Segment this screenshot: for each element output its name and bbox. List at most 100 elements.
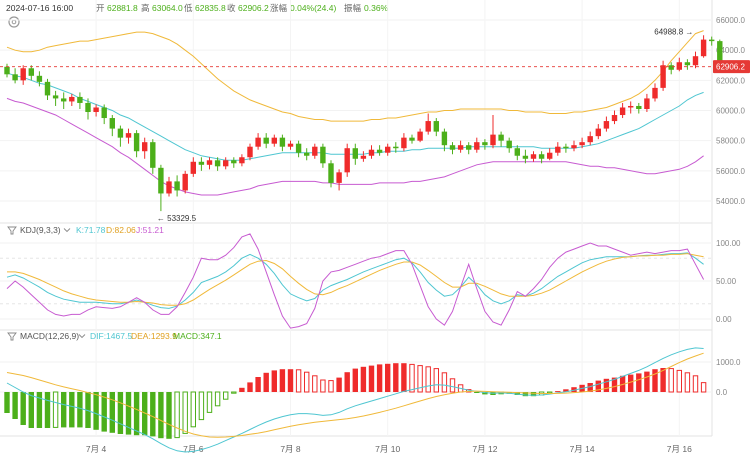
macd-histogram-bar	[166, 392, 172, 439]
kdj-k-value: K:71.78	[76, 225, 106, 235]
x-axis: 7月 4 7月 6 7月 8 7月 10 7月 12 7月 14 7月 16	[86, 444, 692, 454]
candle-body	[312, 146, 318, 156]
kdj-j-line	[6, 233, 705, 329]
candle-body	[611, 115, 618, 122]
macd-tick-label: 0.0	[716, 388, 728, 397]
candle-body	[457, 145, 464, 150]
candle-body	[409, 137, 415, 141]
low-value: 62835.8	[195, 3, 226, 13]
macd-histogram-bar	[344, 372, 350, 392]
kdj-d-value: D:82.06	[106, 225, 136, 235]
kdj-tick-label: 100.00	[716, 239, 741, 248]
macd-histogram-bar	[287, 369, 294, 392]
macd-histogram-bar	[409, 363, 415, 393]
kdj-settings-icon[interactable]	[7, 226, 17, 235]
x-tick-label: 7月 8	[280, 444, 301, 454]
macd-histogram-bar	[587, 383, 593, 392]
candle-body	[44, 81, 51, 96]
macd-dif-line	[6, 347, 704, 453]
candle-body	[506, 140, 512, 149]
candle-body	[150, 142, 156, 168]
candle-body	[684, 62, 691, 66]
kdj-tick-label: 50.00	[716, 277, 737, 286]
macd-histogram-bar	[44, 392, 51, 428]
macd-histogram-bar	[214, 391, 221, 407]
candle-body	[344, 148, 350, 173]
candle-body	[547, 152, 553, 159]
candle-body	[295, 143, 302, 153]
x-tick-label: 7月 12	[472, 444, 497, 454]
macd-histogram-bar	[385, 363, 391, 392]
info-bar: 2024-07-16 16:00 开 62881.8 高 63064.0 低 6…	[6, 3, 389, 13]
candle-body	[69, 96, 75, 102]
candle-body	[401, 137, 407, 149]
macd-histogram-bar	[312, 375, 318, 393]
macd-panel	[4, 347, 707, 453]
candle-body	[587, 136, 593, 143]
current-price-label: 62906.2	[716, 63, 745, 72]
macd-histogram-bar	[563, 389, 569, 392]
high-value: 63064.0	[152, 3, 183, 13]
price-tick-label: 56000.0	[716, 167, 745, 176]
macd-histogram-bar	[328, 380, 334, 393]
candle-body	[538, 154, 545, 159]
candle-body	[271, 137, 277, 144]
macd-menu-icon[interactable]	[78, 334, 86, 339]
macd-histogram-bar	[117, 392, 124, 434]
candle-body	[709, 39, 715, 42]
macd-histogram-bar	[619, 375, 626, 392]
candle-body	[425, 121, 431, 132]
macd-histogram-bar	[223, 391, 229, 400]
candle-body	[555, 146, 561, 153]
macd-histogram-bar	[668, 368, 674, 393]
candle-body	[198, 161, 205, 165]
macd-histogram-bar	[352, 368, 358, 392]
price-tick-label: 54000.0	[716, 197, 745, 206]
macd-histogram-bar	[555, 391, 561, 393]
candle-body	[466, 145, 472, 150]
macd-histogram-bar	[425, 366, 431, 393]
candle-body	[182, 173, 188, 191]
macd-histogram-bar	[676, 369, 682, 393]
candle-body	[85, 102, 91, 113]
macd-histogram-bar	[595, 380, 601, 392]
candle-body	[93, 107, 99, 113]
candle-body	[700, 39, 707, 57]
macd-histogram-bar	[700, 382, 707, 393]
candle-body	[652, 87, 658, 99]
candle-body	[717, 41, 723, 67]
macd-histogram-bar	[206, 391, 213, 413]
macd-histogram-bar	[417, 365, 423, 393]
candle-body	[603, 121, 610, 129]
kdj-name: KDJ(9,3,3)	[20, 225, 61, 235]
macd-histogram-bar	[368, 365, 375, 392]
candle-body	[668, 65, 674, 70]
macd-settings-icon[interactable]	[7, 332, 17, 341]
candle-body	[660, 65, 666, 88]
candle-body	[336, 172, 342, 183]
candle-body	[644, 98, 650, 109]
kdj-k-line	[6, 252, 704, 309]
macd-hist-value: MACD:347.1	[173, 331, 222, 341]
candle-body	[52, 95, 59, 99]
candle-body	[214, 160, 221, 167]
macd-histogram-bar	[247, 382, 253, 392]
gear-icon[interactable]	[8, 16, 20, 28]
macd-histogram-bar	[125, 392, 132, 435]
candle-body	[117, 128, 124, 138]
macd-histogram-bar	[52, 391, 59, 428]
candlestick-series	[4, 35, 723, 212]
x-tick-label: 7月 16	[667, 444, 692, 454]
macd-histogram-bar	[692, 375, 699, 393]
candle-body	[360, 155, 367, 159]
candle-body	[417, 131, 423, 141]
upper-band-line	[6, 30, 704, 122]
kdj-menu-icon[interactable]	[63, 228, 71, 233]
x-tick-label: 7月 6	[183, 444, 204, 454]
candle-body	[77, 96, 83, 103]
low-price-annotation: ← 53329.5	[157, 214, 197, 223]
macd-header: MACD(12,26,9) DIF:1467.5 DEA:1293.9 MACD…	[7, 331, 222, 341]
macd-histogram-bar	[198, 391, 205, 421]
macd-tick-label: 1000.0	[716, 358, 741, 367]
macd-histogram-bar	[449, 378, 456, 393]
